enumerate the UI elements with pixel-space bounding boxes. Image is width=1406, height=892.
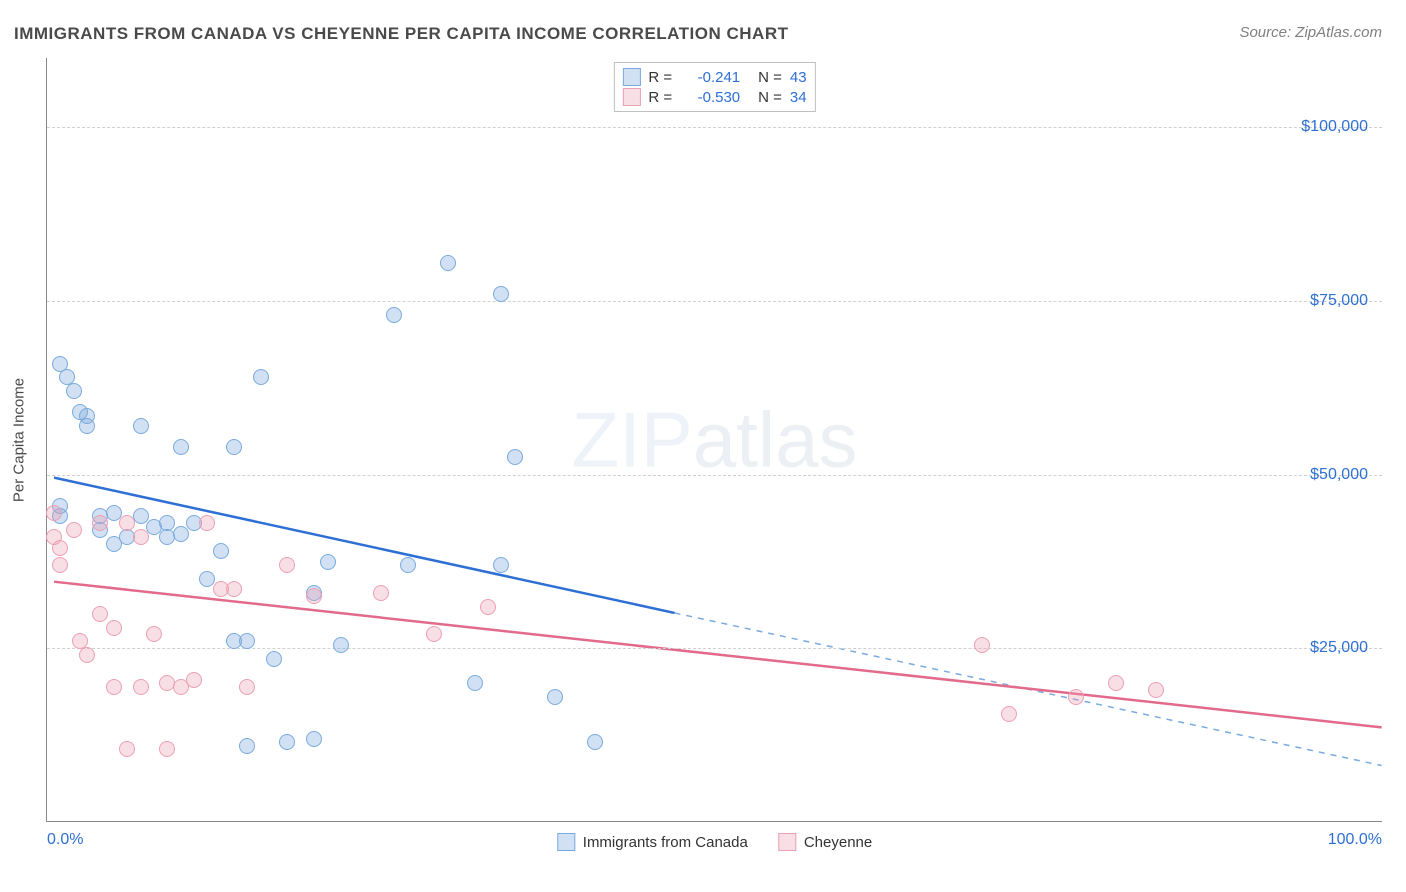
gridline xyxy=(47,127,1382,128)
data-point xyxy=(52,540,68,556)
data-point xyxy=(426,626,442,642)
data-point xyxy=(1108,675,1124,691)
data-point xyxy=(79,647,95,663)
legend-label: Cheyenne xyxy=(804,834,872,851)
data-point xyxy=(79,408,95,424)
data-point xyxy=(480,599,496,615)
data-point xyxy=(106,620,122,636)
data-point xyxy=(333,637,349,653)
gridline xyxy=(47,475,1382,476)
data-point xyxy=(66,522,82,538)
data-point xyxy=(226,581,242,597)
data-point xyxy=(173,439,189,455)
data-point xyxy=(279,734,295,750)
x-tick-label: 0.0% xyxy=(47,831,83,849)
data-point xyxy=(239,679,255,695)
y-tick-label: $25,000 xyxy=(1310,639,1368,657)
data-point xyxy=(186,672,202,688)
data-point xyxy=(279,557,295,573)
data-point xyxy=(266,651,282,667)
data-point xyxy=(547,689,563,705)
trend-line xyxy=(54,478,674,613)
data-point xyxy=(213,543,229,559)
stat-r-label: R = xyxy=(648,69,672,86)
chart-title: IMMIGRANTS FROM CANADA VS CHEYENNE PER C… xyxy=(14,24,789,44)
stat-r-label: R = xyxy=(648,89,672,106)
data-point xyxy=(493,557,509,573)
data-point xyxy=(239,633,255,649)
data-point xyxy=(1068,689,1084,705)
data-point xyxy=(306,731,322,747)
data-point xyxy=(119,515,135,531)
y-tick-label: $75,000 xyxy=(1310,292,1368,310)
stat-r-value: -0.241 xyxy=(680,69,740,86)
series-legend: Immigrants from Canada Cheyenne xyxy=(557,833,872,851)
data-point xyxy=(159,741,175,757)
y-tick-label: $100,000 xyxy=(1301,118,1368,136)
data-point xyxy=(400,557,416,573)
chart-svg xyxy=(47,58,1382,821)
legend-swatch xyxy=(622,68,640,86)
trend-line-dashed xyxy=(674,613,1381,766)
data-point xyxy=(133,679,149,695)
data-point xyxy=(253,369,269,385)
y-axis-label: Per Capita Income xyxy=(11,377,28,501)
data-point xyxy=(92,606,108,622)
stat-n-label: N = xyxy=(758,89,782,106)
data-point xyxy=(440,255,456,271)
data-point xyxy=(493,286,509,302)
legend-item: Immigrants from Canada xyxy=(557,833,748,851)
stat-r-value: -0.530 xyxy=(680,89,740,106)
stats-legend: R = -0.241 N = 43 R = -0.530 N = 34 xyxy=(613,62,815,112)
data-point xyxy=(52,557,68,573)
source-label: Source: ZipAtlas.com xyxy=(1239,24,1382,41)
data-point xyxy=(133,529,149,545)
watermark-zip: ZIP xyxy=(571,395,692,483)
data-point xyxy=(173,526,189,542)
gridline xyxy=(47,301,1382,302)
data-point xyxy=(373,585,389,601)
data-point xyxy=(146,626,162,642)
legend-swatch xyxy=(557,833,575,851)
data-point xyxy=(119,741,135,757)
data-point xyxy=(239,738,255,754)
stats-row: R = -0.241 N = 43 xyxy=(622,67,806,87)
legend-label: Immigrants from Canada xyxy=(583,834,748,851)
y-tick-label: $50,000 xyxy=(1310,466,1368,484)
x-tick-label: 100.0% xyxy=(1328,831,1382,849)
legend-swatch xyxy=(622,88,640,106)
data-point xyxy=(974,637,990,653)
chart-plot-area: ZIPatlas Per Capita Income R =-0.241N =4… xyxy=(46,58,1382,822)
data-point xyxy=(106,679,122,695)
legend-item: Cheyenne xyxy=(778,833,872,851)
stat-n-label: N = xyxy=(758,69,782,86)
watermark-atlas: atlas xyxy=(693,395,858,483)
trend-line xyxy=(54,582,1382,728)
data-point xyxy=(92,515,108,531)
data-point xyxy=(133,418,149,434)
stat-n-value: 43 xyxy=(790,69,807,86)
data-point xyxy=(199,515,215,531)
data-point xyxy=(320,554,336,570)
data-point xyxy=(226,439,242,455)
legend-swatch xyxy=(778,833,796,851)
data-point xyxy=(386,307,402,323)
data-point xyxy=(306,588,322,604)
data-point xyxy=(66,383,82,399)
data-point xyxy=(507,449,523,465)
data-point xyxy=(46,505,62,521)
stats-row: R = -0.530 N = 34 xyxy=(622,87,806,107)
data-point xyxy=(467,675,483,691)
data-point xyxy=(587,734,603,750)
stat-n-value: 34 xyxy=(790,89,807,106)
data-point xyxy=(1148,682,1164,698)
watermark: ZIPatlas xyxy=(571,394,857,485)
data-point xyxy=(1001,706,1017,722)
